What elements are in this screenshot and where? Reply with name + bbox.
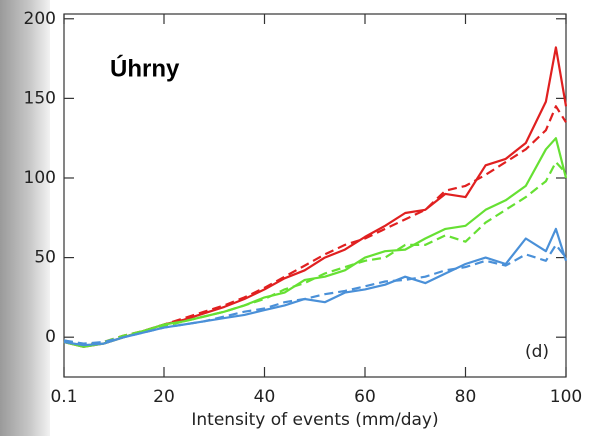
x-tick-label: 20 [153,387,175,407]
data-line [63,161,567,347]
plot-frame [63,13,567,378]
data-line [63,227,568,347]
data-line [63,243,567,345]
x-tick-label: 80 [455,387,477,407]
background-strip [0,0,50,436]
annotation: (d) [525,342,549,362]
x-tick-label: 0.1 [50,387,77,407]
data-line [63,137,568,348]
y-tick-label: 100 [24,168,56,188]
chart-title: Úhrny [110,54,180,82]
data-line [63,105,567,347]
x-axis-label: Intensity of events (mm/day) [191,410,438,430]
x-tick-label: 40 [254,387,276,407]
y-tick-label: 50 [34,248,56,268]
x-tick-label: 100 [550,387,582,407]
x-tick-label: 60 [354,387,376,407]
y-tick-label: 200 [24,9,56,29]
data-line [63,46,568,348]
y-tick-label: 150 [24,88,56,108]
y-tick-label: 0 [45,327,56,347]
